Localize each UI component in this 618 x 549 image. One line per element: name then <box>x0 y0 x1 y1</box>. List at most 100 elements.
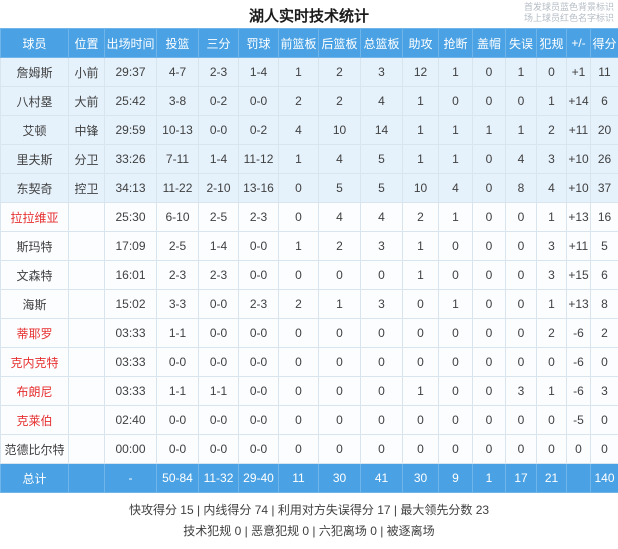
stat-cell: 2 <box>318 231 361 261</box>
stat-cell: 0-0 <box>198 434 239 464</box>
stat-cell: 6 <box>590 260 618 290</box>
stat-cell: 2-3 <box>198 57 239 87</box>
stat-cell: 3 <box>360 289 403 319</box>
player-row: 里夫斯 分卫 33:26 7-11 1-4 11-12 1 4 5 1 1 0 4 3 +10 26 <box>0 144 618 174</box>
stat-cell: 0-2 <box>198 86 239 116</box>
player-name-cell: 海斯 <box>0 289 69 319</box>
stat-cell: 0-0 <box>238 405 279 435</box>
stat-cell: 5 <box>360 144 403 174</box>
stat-cell: 0-2 <box>238 115 279 145</box>
stat-cell: 0-0 <box>156 405 199 435</box>
stat-cell: 17:09 <box>104 231 157 261</box>
column-header: 总篮板 <box>360 28 403 58</box>
stat-cell: 29:37 <box>104 57 157 87</box>
column-header: 球员 <box>0 28 69 58</box>
stat-cell: 16:01 <box>104 260 157 290</box>
stat-cell: 0 <box>360 434 403 464</box>
stat-cell: 0 <box>536 405 567 435</box>
stat-cell: -5 <box>566 405 591 435</box>
column-header: 后篮板 <box>318 28 361 58</box>
stat-cell: 1-4 <box>198 231 239 261</box>
column-header: 出场时间 <box>104 28 157 58</box>
stat-cell: 4 <box>505 144 537 174</box>
stat-cell: 0-0 <box>238 260 279 290</box>
stat-cell: 0 <box>505 318 537 348</box>
stat-cell: 1 <box>536 376 567 406</box>
player-row: 克莱伯 02:40 0-0 0-0 0-0 0 0 0 0 0 0 0 0 -5 0 <box>0 405 618 435</box>
stat-cell: 11 <box>590 57 618 87</box>
stat-cell: 0-0 <box>198 318 239 348</box>
stat-cell: 0 <box>318 318 361 348</box>
stat-cell: 0 <box>590 434 618 464</box>
column-header: 助攻 <box>402 28 439 58</box>
player-row: 艾顿 中锋 29:59 10-13 0-0 0-2 4 10 14 1 1 1 1 2 +11 20 <box>0 115 618 145</box>
stat-cell: 3 <box>505 376 537 406</box>
stat-cell: 1 <box>438 202 473 232</box>
stat-cell: 0 <box>278 202 319 232</box>
stat-cell: 2 <box>278 289 319 319</box>
stat-cell: 0 <box>536 347 567 377</box>
stat-cell: 0 <box>438 260 473 290</box>
total-cell: 30 <box>402 463 439 493</box>
stat-cell: 4 <box>318 144 361 174</box>
stat-cell: 5 <box>590 231 618 261</box>
column-header: 盖帽 <box>472 28 506 58</box>
player-name-cell: 克莱伯 <box>0 405 69 435</box>
total-cell: - <box>104 463 157 493</box>
stat-cell: 0 <box>278 173 319 203</box>
stat-cell: 1 <box>278 231 319 261</box>
stat-cell <box>68 260 105 290</box>
stat-cell: 分卫 <box>68 144 105 174</box>
stat-cell: 0 <box>360 405 403 435</box>
stat-cell: 20 <box>590 115 618 145</box>
total-cell: 29-40 <box>238 463 279 493</box>
stat-cell: 2-3 <box>238 202 279 232</box>
player-name-cell: 斯玛特 <box>0 231 69 261</box>
stat-cell: 0-0 <box>238 86 279 116</box>
stat-cell: 0 <box>472 57 506 87</box>
stat-cell: 15:02 <box>104 289 157 319</box>
stat-cell: 02:40 <box>104 405 157 435</box>
stat-cell: 03:33 <box>104 318 157 348</box>
stat-cell: -6 <box>566 376 591 406</box>
stat-cell: 0 <box>278 347 319 377</box>
header-row: 球员 位置 出场时间 投篮 三分 罚球 前篮板 后篮板 总篮板 助攻 抢断 盖帽 失误 犯规 +/- 得分 <box>0 28 618 58</box>
stat-cell: 1 <box>402 86 439 116</box>
stat-cell: 0 <box>505 86 537 116</box>
stat-cell: 2 <box>402 202 439 232</box>
player-row: 海斯 15:02 3-3 0-0 2-3 2 1 3 0 1 0 0 1 +13 8 <box>0 289 618 319</box>
stat-cell: 7-11 <box>156 144 199 174</box>
stat-cell: +13 <box>566 202 591 232</box>
stat-cell: 0 <box>472 434 506 464</box>
stat-cell: 0 <box>318 260 361 290</box>
player-row: 拉拉维亚 25:30 6-10 2-5 2-3 0 4 4 2 1 0 0 1 +13 16 <box>0 202 618 232</box>
stat-cell <box>68 289 105 319</box>
stat-cell: +1 <box>566 57 591 87</box>
stat-cell: 0 <box>318 434 361 464</box>
total-cell: 17 <box>505 463 537 493</box>
stat-cell: 0 <box>402 347 439 377</box>
stat-cell: 0 <box>566 434 591 464</box>
total-cell <box>566 463 591 493</box>
stat-cell: 2 <box>536 115 567 145</box>
stat-cell: -6 <box>566 347 591 377</box>
player-row: 布朗尼 03:33 1-1 1-1 0-0 0 0 0 1 0 0 3 1 -6 3 <box>0 376 618 406</box>
total-row: 总计 -50-84 11-32 29-40 11 30 41 30 9 1 17 21 140 <box>0 463 618 493</box>
column-header: 罚球 <box>238 28 279 58</box>
stat-cell: 11-12 <box>238 144 279 174</box>
player-row: 克内克特 03:33 0-0 0-0 0-0 0 0 0 0 0 0 0 0 -6 0 <box>0 347 618 377</box>
stat-cell: 1 <box>536 202 567 232</box>
stat-cell: 1-4 <box>238 57 279 87</box>
stat-cell: 1 <box>278 144 319 174</box>
stat-cell: 0 <box>472 144 506 174</box>
stat-cell: 1 <box>402 231 439 261</box>
column-header: 前篮板 <box>278 28 319 58</box>
player-name-cell: 克内克特 <box>0 347 69 377</box>
stat-cell: +10 <box>566 144 591 174</box>
stat-cell: 0 <box>402 289 439 319</box>
stat-cell: +10 <box>566 173 591 203</box>
stat-cell: 4 <box>360 202 403 232</box>
stat-cell: 0 <box>438 347 473 377</box>
stat-cell: 0 <box>505 289 537 319</box>
stat-cell: 1 <box>318 289 361 319</box>
